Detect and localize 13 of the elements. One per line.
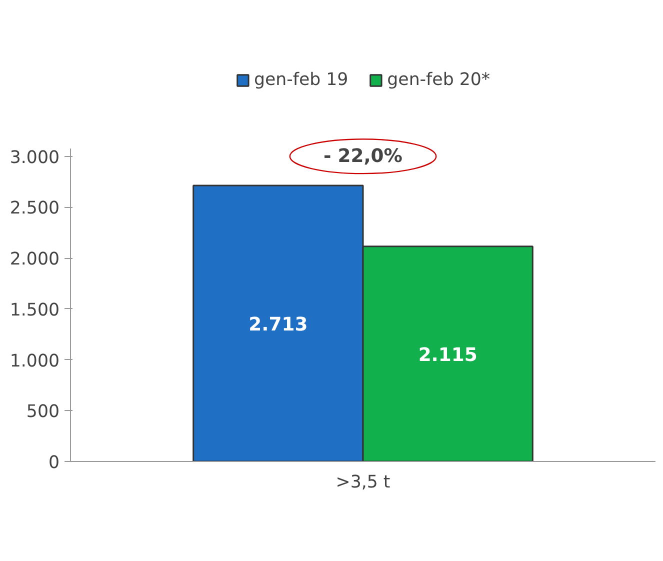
y-tick-label: 2.000 — [10, 250, 60, 270]
y-tick-label: 3.000 — [10, 148, 60, 168]
y-tick-label: 1.500 — [10, 300, 60, 320]
y-tick-label: 0 — [48, 453, 60, 473]
legend-label: gen-feb 20* — [387, 70, 490, 90]
annotation: - 22,0% — [324, 146, 403, 167]
y-tick-label: 2.500 — [10, 198, 60, 219]
legend-label: gen-feb 19 — [254, 70, 348, 90]
y-tick-label: 1.000 — [10, 351, 60, 372]
y-tick-label: 500 — [26, 402, 60, 422]
data-label: 2.115 — [418, 344, 478, 366]
x-tick-label: >3,5 t — [336, 472, 390, 492]
data-label: 2.713 — [248, 314, 308, 336]
